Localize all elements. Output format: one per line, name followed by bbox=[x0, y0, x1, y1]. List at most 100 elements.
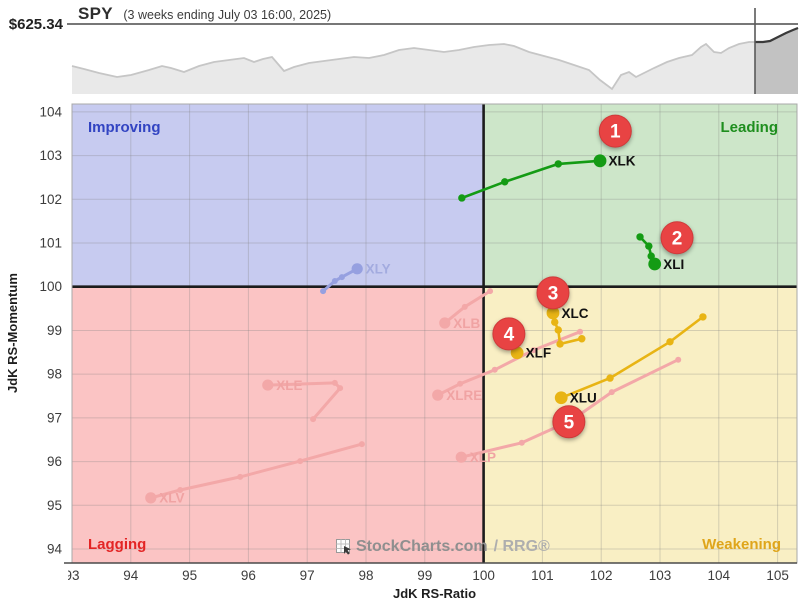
trail-dot-XLP bbox=[675, 356, 682, 363]
annotation-badge-2: 2 bbox=[660, 221, 694, 255]
trail-dot-XLC bbox=[551, 318, 559, 326]
y-tick: 103 bbox=[39, 148, 62, 163]
trail-dot-XLV bbox=[358, 441, 365, 448]
badge-number: 3 bbox=[548, 283, 559, 304]
x-tick: 104 bbox=[708, 568, 731, 583]
ticker-label-XLRE[interactable]: XLRE bbox=[446, 388, 482, 403]
series-XLE: XLE bbox=[262, 378, 344, 423]
trail-dot-XLK bbox=[458, 194, 466, 202]
ticker-label-XLK[interactable]: XLK bbox=[609, 154, 636, 169]
x-axis-title: JdK RS-Ratio bbox=[392, 586, 477, 601]
trail-dot-XLI bbox=[636, 233, 644, 241]
quadrant-leading bbox=[483, 104, 797, 287]
badge-circle bbox=[660, 221, 694, 255]
annotation-badge-1: 1 bbox=[598, 114, 632, 148]
ticker-label-XLY[interactable]: XLY bbox=[366, 262, 391, 277]
y-tick: 104 bbox=[39, 104, 62, 119]
x-tick: 103 bbox=[649, 568, 672, 583]
x-tick: 105 bbox=[766, 568, 789, 583]
series-XLY: XLY bbox=[320, 262, 391, 295]
stockcharts-logo-icon bbox=[336, 539, 352, 555]
x-tick: 99 bbox=[417, 568, 432, 583]
ticker-label-XLE[interactable]: XLE bbox=[276, 378, 302, 393]
annotation-badge-3: 3 bbox=[536, 276, 570, 310]
trail-dot-XLU bbox=[699, 313, 707, 321]
trail-dot-XLC bbox=[554, 326, 562, 334]
head-dot-XLU[interactable] bbox=[554, 391, 568, 405]
trail-dot-XLRE bbox=[530, 347, 537, 354]
badge-circle bbox=[598, 114, 632, 148]
x-tick-labels: 93 94 95 96 97 98 99 100 101 102 103 104 105 bbox=[68, 568, 789, 583]
head-dot-XLB[interactable] bbox=[439, 317, 451, 329]
spy-highlight-area bbox=[755, 28, 798, 94]
badge-number: 2 bbox=[672, 228, 683, 249]
x-tick: 101 bbox=[531, 568, 554, 583]
y-tick: 97 bbox=[47, 410, 62, 425]
ticker-label-XLU[interactable]: XLU bbox=[570, 391, 597, 406]
head-dot-XLK[interactable] bbox=[593, 154, 607, 168]
head-dot-XLE[interactable] bbox=[262, 379, 274, 391]
badge-number: 1 bbox=[610, 122, 621, 143]
y-tick: 98 bbox=[47, 367, 62, 382]
x-tick: 95 bbox=[182, 568, 197, 583]
quadrant-improving bbox=[72, 104, 484, 287]
x-tick: 100 bbox=[472, 568, 495, 583]
quadrant-label-lagging: Lagging bbox=[88, 536, 147, 553]
quadrant-label-leading: Leading bbox=[720, 119, 778, 136]
ticker-label-XLF[interactable]: XLF bbox=[526, 346, 552, 361]
quadrant-lagging bbox=[72, 286, 484, 563]
y-tick: 100 bbox=[39, 279, 62, 294]
trail-XLU bbox=[559, 315, 705, 400]
badge-circle bbox=[536, 276, 570, 310]
trail-dot-XLI bbox=[645, 242, 653, 250]
spy-price-line bbox=[71, 27, 799, 91]
ticker-label-XLP[interactable]: XLP bbox=[470, 450, 496, 465]
ticker-label-XLI[interactable]: XLI bbox=[663, 257, 684, 272]
series-XLC: XLC bbox=[546, 306, 589, 348]
symbol-label: SPY bbox=[78, 4, 113, 23]
head-dot-XLY[interactable] bbox=[351, 263, 363, 275]
spy-area bbox=[72, 28, 798, 94]
trail-dot-XLRE bbox=[577, 328, 584, 335]
badge-circle bbox=[492, 317, 526, 351]
y-tick: 102 bbox=[39, 192, 62, 207]
ticker-label-XLV[interactable]: XLV bbox=[159, 491, 184, 506]
trail-dot-XLB bbox=[461, 303, 468, 310]
trail-dot-XLE bbox=[337, 385, 344, 392]
y-tick: 101 bbox=[39, 236, 62, 251]
annotation-badge-5: 5 bbox=[552, 405, 586, 439]
badge-number: 5 bbox=[564, 412, 575, 433]
spy-highlight-line bbox=[755, 26, 799, 44]
head-dot-XLV[interactable] bbox=[145, 492, 157, 504]
watermark: StockCharts.com / RRG® bbox=[336, 538, 550, 556]
chart-subtitle: (3 weeks ending July 03 16:00, 2025) bbox=[123, 8, 332, 22]
x-tick: 94 bbox=[123, 568, 139, 583]
trail-dot-XLC bbox=[578, 335, 586, 343]
ticker-label-XLB[interactable]: XLB bbox=[453, 316, 480, 331]
trail-dot-XLE bbox=[310, 416, 317, 423]
x-tick: 97 bbox=[300, 568, 315, 583]
ticker-label-XLC[interactable]: XLC bbox=[561, 306, 588, 321]
series-XLV: XLV bbox=[145, 441, 365, 506]
series-XLI: XLI bbox=[636, 233, 684, 272]
y-tick: 94 bbox=[47, 542, 63, 557]
quadrant-weakening bbox=[483, 286, 797, 563]
head-dot-XLC[interactable] bbox=[546, 306, 560, 320]
trail-dot-XLB bbox=[487, 288, 494, 295]
watermark-suffix: / RRG® bbox=[493, 538, 550, 555]
trail-dot-XLE bbox=[331, 379, 338, 386]
series-XLB: XLB bbox=[439, 288, 494, 331]
head-dot-XLP[interactable] bbox=[455, 451, 467, 463]
head-dot-XLI[interactable] bbox=[648, 257, 662, 271]
y-tick: 99 bbox=[47, 323, 62, 338]
trail-dot-XLV bbox=[297, 458, 304, 465]
spy-price-label: $625.34 bbox=[8, 16, 63, 33]
x-tick: 102 bbox=[590, 568, 613, 583]
quadrant-label-improving: Improving bbox=[88, 119, 161, 136]
trail-dot-XLK bbox=[501, 178, 509, 186]
trail-dot-XLRE bbox=[491, 366, 498, 373]
head-dot-XLRE[interactable] bbox=[432, 389, 444, 401]
series-XLRE: XLRE bbox=[432, 328, 584, 403]
